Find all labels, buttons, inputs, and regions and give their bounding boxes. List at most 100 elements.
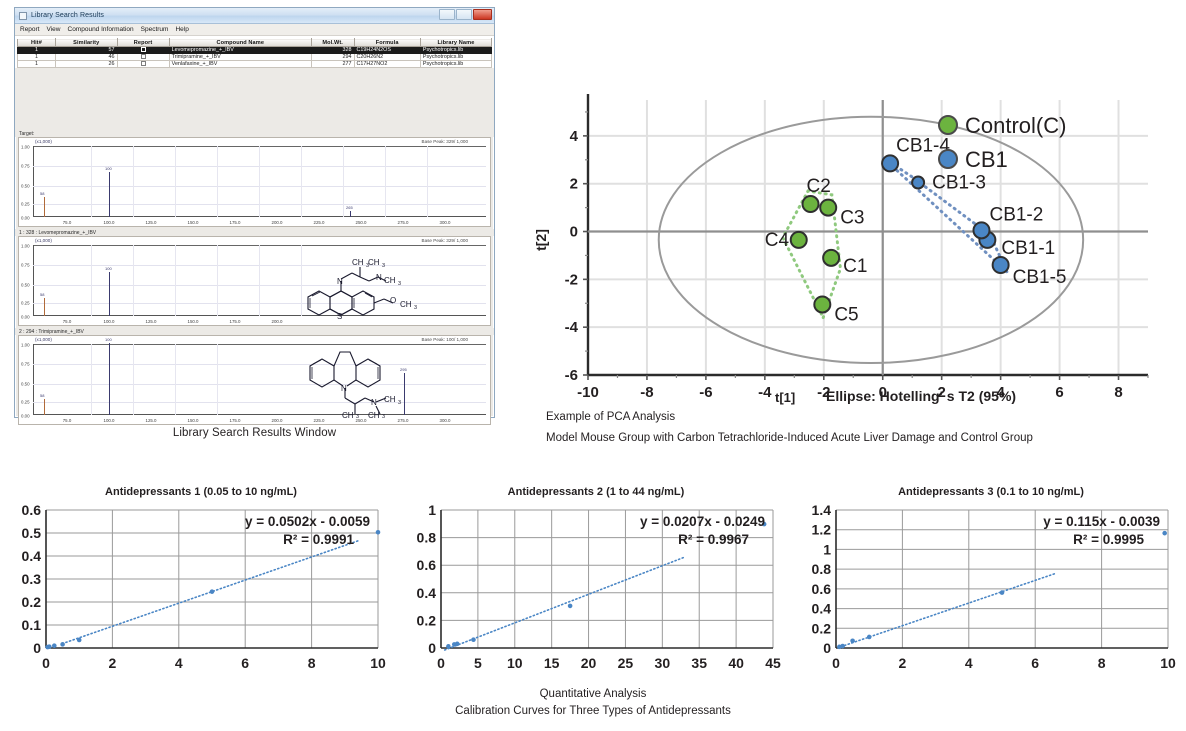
pca-ellipse-note: Ellipse: Hotelling′ s T2 (95%) [826, 388, 1017, 404]
svg-text:2: 2 [109, 655, 117, 671]
col-compound-name[interactable]: Compound Name [168, 38, 312, 47]
svg-text:-4: -4 [565, 319, 579, 336]
spectrum-panel-target[interactable]: (x1,000) Base Peak: 329/ 1,000 1.00 0.75… [18, 137, 491, 227]
col-similarity[interactable]: Similarity [54, 38, 118, 47]
svg-text:30: 30 [655, 655, 671, 671]
svg-text:-2: -2 [565, 271, 578, 288]
gridline [91, 146, 92, 217]
cell-compound-name: Levomepromazine_+_IBV [168, 46, 312, 54]
x-tick-label: 125.0 [145, 220, 157, 225]
menu-item-compound-information[interactable]: Compound Information [67, 26, 134, 33]
cell-report-checkbox[interactable] [116, 60, 170, 68]
cell-mol-wt: 328 [310, 46, 355, 54]
gridline [91, 344, 92, 415]
window-titlebar[interactable]: Library Search Results [15, 8, 494, 24]
chart-title: Antidepressants 1 (0.05 to 10 ng/mL) [105, 486, 297, 498]
cell-similarity: 26 [54, 60, 118, 68]
cell-report-checkbox[interactable] [116, 53, 170, 61]
report-checkbox[interactable] [140, 61, 146, 67]
svg-text:-8: -8 [640, 384, 653, 400]
cell-report-checkbox[interactable] [116, 46, 170, 54]
spectrum-panel-levomepromazine[interactable]: (x1,000) Base Peak: 329/ 1,000 1.00 0.75… [18, 236, 491, 326]
menu-item-view[interactable]: View [46, 26, 61, 33]
cell-formula: C20H26N2 [353, 53, 421, 61]
col-mol-wt[interactable]: Mol.Wt. [310, 38, 355, 47]
x-tick-label: 175.0 [229, 319, 241, 324]
menu-item-spectrum[interactable]: Spectrum [140, 26, 169, 33]
y-tick-label: 0.25 [21, 300, 30, 306]
gridline [133, 146, 134, 217]
svg-text:10: 10 [507, 655, 523, 671]
svg-text:-6: -6 [699, 384, 712, 400]
x-tick-label: 225.0 [313, 220, 325, 225]
minimize-button[interactable] [439, 9, 455, 20]
svg-text:0: 0 [33, 640, 41, 656]
table-row[interactable]: 1 46 Trimipramine_+_IBV 294 C20H26N2 Psy… [17, 53, 493, 61]
svg-text:8: 8 [308, 655, 316, 671]
cell-hit: 1 [17, 60, 56, 68]
pca-trend-outlines [781, 156, 1009, 322]
chart-title: Antidepressants 3 (0.1 to 10 ng/mL) [898, 486, 1084, 498]
y-tick-label: 0.50 [21, 183, 30, 189]
report-checkbox[interactable] [140, 47, 146, 53]
report-checkbox[interactable] [140, 54, 146, 60]
window-title: Library Search Results [31, 12, 105, 19]
pca-chart: C1 C2 C3 C4 C5 CB1-1 CB1-2 CB1-3 CB1-4 CB1-5 -10-… [528, 80, 1168, 400]
maximize-button[interactable] [456, 9, 472, 20]
library-search-results-window: Library Search Results Report View Compo… [14, 7, 495, 425]
close-button[interactable] [473, 9, 492, 20]
menu-item-help[interactable]: Help [175, 26, 189, 33]
peak-label: 100 [105, 266, 112, 271]
spectrum-scale-label: (x1,000) [35, 337, 52, 342]
x-tick-label: 100.0 [103, 220, 115, 225]
x-tick-label: 150.0 [187, 220, 199, 225]
x-tick-label: 275.0 [397, 418, 409, 423]
x-tick-label: 125.0 [145, 319, 157, 324]
x-tick-label: 75.0 [62, 220, 72, 225]
menu-item-report[interactable]: Report [20, 26, 40, 33]
spectrum-panel-trimipramine[interactable]: (x1,000) Base Peak: 100/ 1,000 1.00 0.75… [18, 335, 491, 425]
col-hit[interactable]: Hit# [17, 38, 56, 47]
svg-text:1.4: 1.4 [812, 502, 832, 518]
svg-text:6: 6 [1031, 655, 1039, 671]
svg-text:10: 10 [1160, 655, 1176, 671]
pca-caption-line1: Example of PCA Analysis [546, 411, 676, 423]
y-tick-label: 0.00 [21, 413, 30, 419]
peak-label: 58 [40, 292, 45, 297]
spectrum-label-target: Target: [15, 130, 494, 137]
gridline [217, 245, 218, 316]
gridline [259, 245, 260, 316]
spectrum-peak: 100 [105, 166, 112, 217]
cell-mol-wt: 277 [310, 60, 355, 68]
svg-text:CH: CH [342, 411, 354, 418]
gridline [217, 344, 218, 415]
cell-library-name: Psychotropics.lib [419, 60, 493, 68]
svg-text:CH: CH [368, 258, 380, 267]
svg-text:CB1-1: CB1-1 [1001, 238, 1055, 259]
plot-y-axis [33, 344, 34, 415]
table-row[interactable]: 1 57 Levomepromazine_+_IBV 328 C19H24N2O… [17, 46, 493, 54]
gridline [301, 146, 302, 217]
table-row[interactable]: 1 26 Venlafaxine_+_IBV 277 C17H27NO2 Psy… [17, 60, 493, 68]
plot-top-border [33, 344, 486, 345]
cell-hit: 1 [17, 46, 56, 54]
col-formula[interactable]: Formula [353, 38, 421, 47]
calibration-plot-svg[interactable]: 0 0.1 0.2 0.3 0.4 0.5 0.6 0 2 4 6 8 10 y = 0.0502x - … [6, 500, 386, 680]
svg-text:3: 3 [398, 281, 401, 287]
svg-text:0: 0 [879, 384, 887, 400]
spectrum-peak: 100 [105, 266, 112, 316]
col-report[interactable]: Report [116, 38, 170, 47]
y-tick-label: 0.75 [21, 163, 30, 169]
gridline [385, 146, 386, 217]
calibration-plot-svg[interactable]: 0 0.2 0.4 0.6 0.8 1 1.2 1.4 0 2 4 6 8 10 y = 0.115x - … [796, 500, 1176, 680]
svg-text:R² = 0.9991: R² = 0.9991 [283, 532, 354, 547]
table-header-row: Hit# Similarity Report Compound Name Mol… [17, 38, 493, 47]
svg-text:45: 45 [765, 655, 781, 671]
calibration-plot-svg[interactable]: 00.20.40.60.810 5 10 15 20 25 30 35 40 45y = 0.02… [401, 500, 781, 680]
col-library-name[interactable]: Library Name [419, 38, 493, 47]
spectrum-base-peak-label: Base Peak: 329/ 1,000 [421, 139, 468, 144]
spectrum-peak: 58 [40, 292, 45, 316]
peak-label: 58 [40, 191, 45, 196]
